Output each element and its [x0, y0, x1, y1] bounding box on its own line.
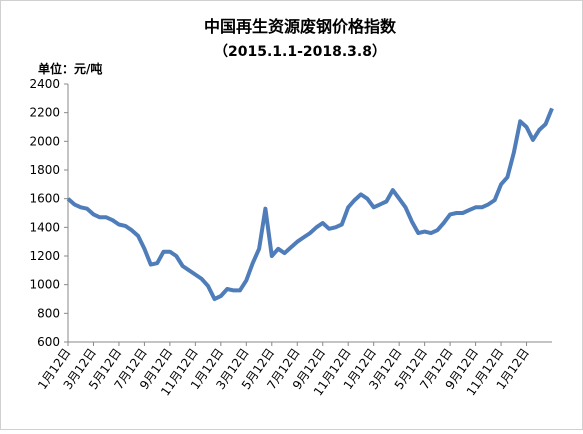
y-tick-label: 2400	[29, 77, 60, 91]
y-tick-label: 600	[37, 335, 60, 349]
y-tick-label: 1600	[29, 192, 60, 206]
data-line	[66, 107, 554, 301]
y-tick-label: 1800	[29, 163, 60, 177]
chart-title: 中国再生资源废钢价格指数	[204, 17, 397, 36]
y-tick-label: 2200	[29, 106, 60, 120]
y-tick-label: 1000	[29, 278, 60, 292]
y-tick-label: 800	[37, 306, 60, 320]
y-tick-label: 1400	[29, 220, 60, 234]
y-tick-label: 1200	[29, 249, 60, 263]
y-tick-label: 2000	[29, 134, 60, 148]
chart-subtitle: （2015.1.1-2018.3.8）	[214, 44, 386, 60]
y-axis-label: 单位：元/吨	[38, 61, 102, 76]
